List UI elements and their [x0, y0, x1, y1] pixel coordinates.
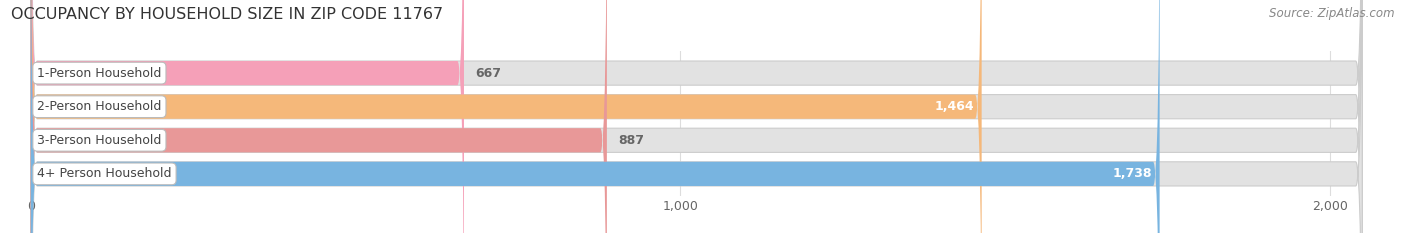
FancyBboxPatch shape — [31, 0, 1362, 233]
FancyBboxPatch shape — [31, 0, 607, 233]
Text: Source: ZipAtlas.com: Source: ZipAtlas.com — [1270, 7, 1395, 20]
Text: 2-Person Household: 2-Person Household — [37, 100, 162, 113]
FancyBboxPatch shape — [31, 0, 981, 233]
Text: 4+ Person Household: 4+ Person Household — [37, 167, 172, 180]
FancyBboxPatch shape — [31, 0, 1362, 233]
FancyBboxPatch shape — [31, 0, 1160, 233]
Text: 887: 887 — [619, 134, 644, 147]
Text: 1-Person Household: 1-Person Household — [37, 67, 162, 80]
Text: 1,464: 1,464 — [934, 100, 974, 113]
Text: 667: 667 — [475, 67, 502, 80]
Text: 1,738: 1,738 — [1112, 167, 1152, 180]
FancyBboxPatch shape — [31, 0, 464, 233]
Text: 3-Person Household: 3-Person Household — [37, 134, 162, 147]
FancyBboxPatch shape — [31, 0, 1362, 233]
Text: OCCUPANCY BY HOUSEHOLD SIZE IN ZIP CODE 11767: OCCUPANCY BY HOUSEHOLD SIZE IN ZIP CODE … — [11, 7, 443, 22]
FancyBboxPatch shape — [31, 0, 1362, 233]
